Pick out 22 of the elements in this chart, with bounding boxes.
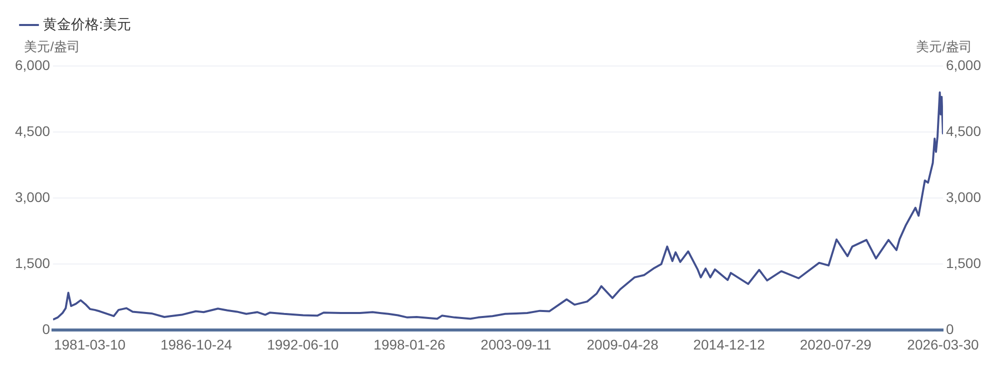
y-tick-label: 3,000 [14, 188, 50, 205]
y2-tick-label: 0 [946, 321, 954, 338]
y-tick-label: 6,000 [14, 56, 50, 73]
y-tick-label: 0 [42, 321, 50, 338]
x-tick-label: 2014-12-12 [693, 336, 766, 352]
x-tick-label: 1986-10-24 [160, 336, 232, 352]
y2-tick-label: 4,500 [946, 122, 982, 139]
y2-tick-label: 1,500 [946, 255, 982, 272]
x-tick-label: 2026-03-30 [907, 336, 979, 352]
y2-tick-label: 6,000 [946, 56, 982, 73]
y-axis-title: 美元/盎司 [24, 39, 80, 54]
x-tick-label: 1981-03-10 [54, 336, 126, 352]
y-tick-label: 4,500 [14, 122, 50, 139]
y2-axis-title: 美元/盎司 [916, 39, 972, 54]
x-tick-label: 2020-07-29 [800, 336, 872, 352]
x-tick-label: 2003-09-11 [480, 336, 552, 352]
x-tick-label: 1998-01-26 [374, 336, 446, 352]
legend-label: 黄金价格:美元 [43, 16, 131, 32]
y2-tick-label: 3,000 [946, 188, 982, 205]
x-tick-label: 1992-06-10 [267, 336, 339, 352]
y-tick-label: 1,500 [14, 255, 50, 272]
x-tick-label: 2009-04-28 [586, 336, 659, 352]
